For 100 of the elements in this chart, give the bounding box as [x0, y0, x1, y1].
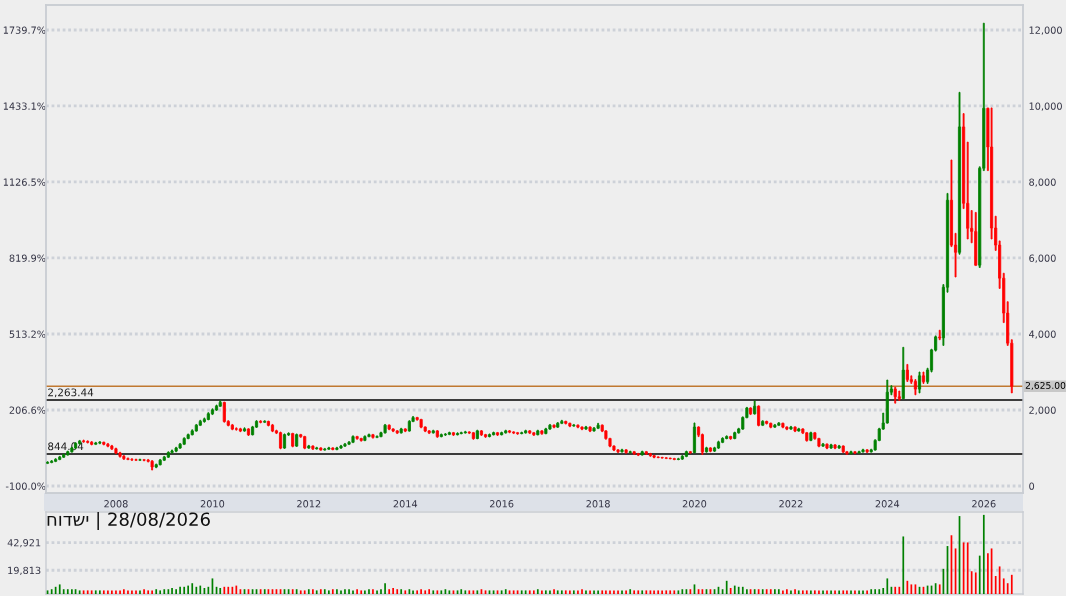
candlestick [54, 458, 58, 463]
candlestick [110, 444, 114, 450]
y2-tick-label: 6,000 [1029, 254, 1056, 263]
candlestick [660, 456, 664, 459]
candlestick [114, 447, 118, 455]
candlestick [487, 433, 492, 438]
candlestick [371, 433, 375, 439]
candlestick [367, 433, 371, 438]
x-tick-label: 2018 [586, 500, 610, 508]
candlestick [544, 427, 548, 435]
candlestick [134, 458, 138, 461]
candlestick [504, 429, 508, 434]
candlestick [403, 428, 407, 433]
x-tick-label: 2026 [972, 500, 996, 508]
candlestick [142, 458, 146, 462]
candlestick [905, 363, 909, 382]
candlestick [777, 422, 781, 427]
candlestick [158, 458, 162, 466]
candlestick [664, 457, 668, 460]
x-tick-label: 2020 [682, 500, 707, 508]
candlestick [315, 446, 319, 450]
x-tick-label: 2012 [297, 500, 321, 508]
x-tick-label: 2016 [489, 500, 514, 508]
y-tick-label: 19,813 [8, 566, 41, 576]
candlestick [90, 441, 94, 446]
candlestick [459, 431, 463, 435]
candlestick [725, 435, 729, 440]
candlestick [435, 430, 439, 438]
candlestick [829, 443, 833, 449]
candlestick [584, 425, 588, 430]
candlestick [901, 346, 905, 400]
candlestick [496, 432, 500, 436]
y-tick-label: 1433.1% [3, 102, 46, 110]
candlestick [917, 371, 922, 394]
candlestick [439, 433, 443, 438]
candlestick [753, 400, 757, 415]
candlestick [359, 437, 363, 442]
candlestick [279, 431, 283, 450]
candlestick [616, 449, 620, 453]
candlestick [865, 449, 869, 453]
candlestick [500, 431, 504, 436]
candlestick [335, 446, 339, 451]
candlestick [259, 420, 263, 424]
candlestick [568, 422, 572, 428]
candlestick [853, 451, 857, 455]
candlestick [456, 432, 460, 436]
candlestick [319, 447, 323, 451]
candlestick [463, 430, 467, 434]
candlestick [427, 430, 431, 434]
candlestick [588, 426, 592, 433]
candlestick [592, 427, 596, 432]
candlestick [809, 431, 813, 442]
candlestick [431, 429, 435, 434]
candlestick [419, 418, 423, 429]
y2-tick-label: 2,000 [1029, 406, 1056, 415]
candlestick [407, 420, 411, 432]
candlestick [596, 422, 600, 430]
candlestick [688, 451, 692, 454]
candlestick [805, 432, 809, 442]
candlestick [246, 428, 251, 436]
candlestick [508, 430, 512, 434]
candlestick [524, 429, 528, 434]
candlestick [50, 460, 54, 464]
x-tick-label: 2022 [779, 500, 803, 508]
candlestick [58, 455, 62, 461]
x-tick-label: 2024 [875, 500, 900, 508]
candlestick [46, 461, 50, 465]
candlestick [893, 386, 897, 404]
candlestick [648, 452, 652, 457]
candlestick [66, 450, 70, 456]
candlestick [684, 450, 688, 458]
candlestick [632, 451, 636, 455]
candlestick [323, 447, 327, 451]
candlestick [857, 450, 861, 454]
candlestick [395, 430, 399, 434]
candlestick [471, 432, 475, 440]
candlestick [339, 444, 343, 449]
candlestick [825, 443, 829, 450]
candlestick [789, 425, 793, 430]
candlestick [837, 444, 841, 449]
candlestick [182, 437, 186, 446]
candlestick [391, 428, 395, 433]
candlestick [475, 429, 479, 440]
candlestick [676, 457, 680, 461]
candlestick [138, 458, 142, 461]
candlestick [238, 427, 242, 433]
candlestick [492, 431, 496, 436]
y2-tick-label: 8,000 [1029, 178, 1056, 187]
candlestick [122, 455, 126, 460]
candlestick [572, 424, 576, 427]
candlestick [222, 401, 226, 423]
candlestick [94, 441, 98, 446]
candlestick [102, 441, 106, 446]
candlestick [343, 443, 347, 447]
y-tick-label: 513.2% [9, 330, 46, 338]
candlestick [620, 448, 624, 453]
candlestick [118, 451, 122, 458]
candlestick [399, 427, 403, 434]
candlestick [443, 433, 447, 436]
ref-line-label: 2,263.44 [48, 388, 94, 398]
